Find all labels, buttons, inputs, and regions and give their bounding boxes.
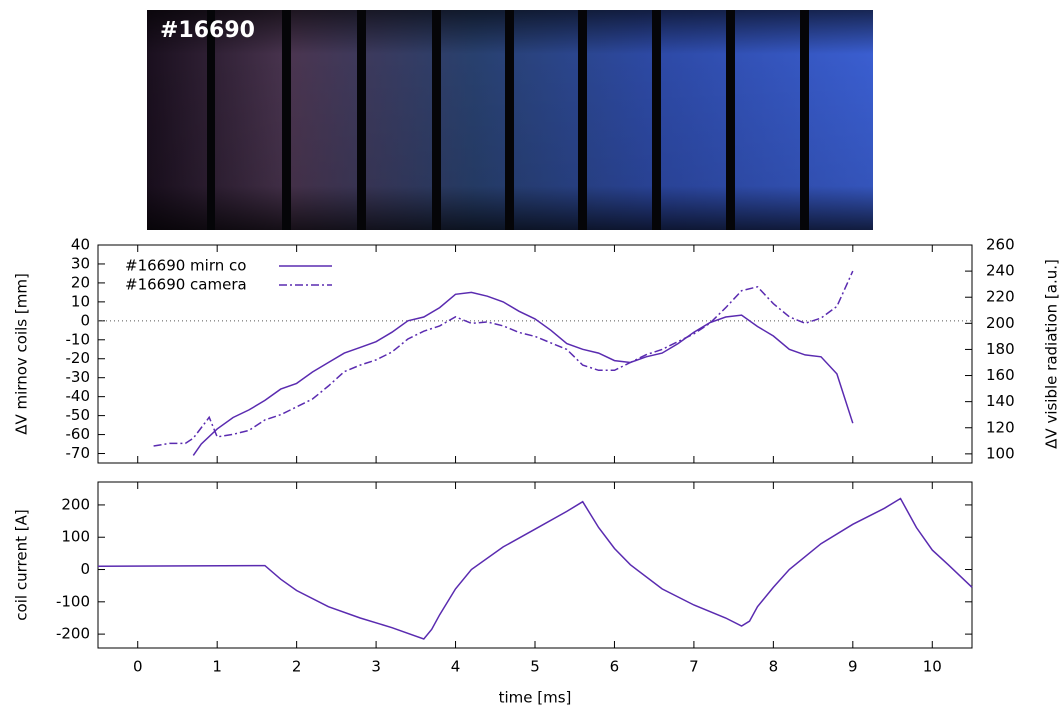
- y-axis-label: coil current [A]: [13, 509, 31, 620]
- y2-tick-label: 180: [986, 340, 1015, 358]
- x-tick-label: 3: [371, 658, 381, 676]
- x-tick-label: 2: [292, 658, 302, 676]
- data-line: [153, 270, 854, 447]
- y2-tick-label: 160: [986, 366, 1015, 384]
- data-line: [97, 497, 973, 640]
- x-tick-label: 9: [848, 658, 858, 676]
- camera-image: #16690: [147, 10, 873, 230]
- x-tick-label: 7: [689, 658, 699, 676]
- y-tick-label: -200: [56, 625, 90, 643]
- x-tick-label: 1: [212, 658, 222, 676]
- plot-frame: [97, 481, 973, 649]
- y-tick-label: 40: [71, 236, 90, 254]
- y2-tick-label: 260: [986, 236, 1015, 254]
- y2-axis-label: ΔV visible radiation [a.u.]: [1043, 259, 1061, 449]
- y-tick-label: -100: [56, 592, 90, 610]
- y-tick-label: 100: [61, 528, 90, 546]
- y-tick-label: 200: [61, 495, 90, 513]
- y-tick-label: 0: [80, 560, 90, 578]
- y-tick-label: -30: [66, 368, 91, 386]
- y-tick-label: -50: [66, 406, 91, 424]
- y-tick-label: 0: [80, 311, 90, 329]
- y-tick-label: 10: [71, 292, 90, 310]
- x-axis-label: time [ms]: [499, 689, 572, 707]
- y2-tick-label: 100: [986, 444, 1015, 462]
- legend-label: #16690 camera: [125, 276, 247, 294]
- data-line: [192, 291, 854, 456]
- y2-tick-label: 120: [986, 418, 1015, 436]
- legend-label: #16690 mirn co: [125, 257, 246, 275]
- y2-tick-label: 220: [986, 288, 1015, 306]
- y2-tick-label: 240: [986, 262, 1015, 280]
- x-tick-label: 0: [133, 658, 143, 676]
- x-tick-label: 5: [530, 658, 540, 676]
- y-tick-label: -40: [66, 387, 91, 405]
- x-tick-label: 4: [451, 658, 461, 676]
- y-tick-label: -10: [66, 330, 91, 348]
- y-tick-label: -70: [66, 444, 91, 462]
- y-axis-label: ΔV mirnov coils [mm]: [13, 273, 31, 435]
- y-tick-label: 20: [71, 273, 90, 291]
- x-tick-label: 8: [769, 658, 779, 676]
- y-tick-label: 30: [71, 254, 90, 272]
- y-tick-label: -20: [66, 349, 91, 367]
- x-tick-label: 6: [610, 658, 620, 676]
- x-tick-label: 10: [923, 658, 942, 676]
- y-tick-label: -60: [66, 425, 91, 443]
- image-label: #16690: [160, 18, 255, 43]
- y2-tick-label: 200: [986, 314, 1015, 332]
- y2-tick-label: 140: [986, 392, 1015, 410]
